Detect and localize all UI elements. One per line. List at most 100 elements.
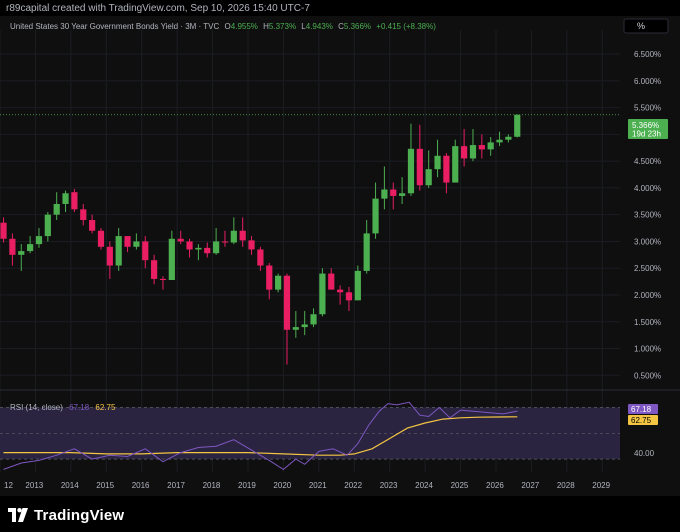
time-tick-label: 2021 (309, 481, 327, 490)
chart-panel[interactable]: 0.500% 1.000% 1.500% 2.000% 2.500% 3.000% 3.50… (0, 16, 680, 496)
attribution-text: r89capital created with TradingView.com,… (6, 3, 310, 14)
candle-body (461, 146, 468, 159)
candle-body (71, 192, 78, 210)
last-price-badge (628, 119, 668, 139)
time-tick-label: 2022 (344, 481, 362, 490)
legend-high: 5.373% (269, 22, 296, 31)
rsi-value-badge (628, 404, 658, 414)
candle-body (62, 193, 69, 204)
bar-countdown: 19d 23h (632, 130, 661, 139)
candle-body (186, 241, 193, 250)
rsi-title: RSI (14, close) (10, 403, 63, 412)
brand-name: TradingView (34, 506, 125, 524)
footer: TradingView (0, 496, 680, 532)
candle-body (363, 233, 370, 271)
candle-body (399, 193, 406, 196)
candle-body (266, 265, 273, 290)
price-tick-label: 1.000% (634, 345, 661, 354)
legend-low-label: L (301, 22, 306, 31)
time-tick-label: 2026 (486, 481, 504, 490)
time-tick-label: 2029 (592, 481, 610, 490)
brand-logo[interactable]: TradingView (8, 504, 124, 526)
candle-body (478, 145, 485, 150)
legend-high-label: H (263, 22, 269, 31)
time-tick-label: 2027 (521, 481, 539, 490)
price-tick-label: 0.500% (634, 371, 661, 380)
candle-body (257, 249, 264, 266)
time-tick-label: 2028 (557, 481, 575, 490)
candle-body (381, 189, 388, 199)
candle-body (487, 142, 494, 150)
rsi-value-badge-text: 67.18 (631, 405, 652, 414)
legend-change: +0.415 (+8.38%) (376, 22, 436, 31)
candle-body (239, 230, 246, 241)
chart-canvas[interactable]: 0.500% 1.000% 1.500% 2.000% 2.500% 3.000% 3.50… (0, 16, 680, 496)
time-tick-label: 2019 (238, 481, 256, 490)
price-tick-label: 4.500% (634, 157, 661, 166)
candle-body (354, 270, 361, 301)
candle-body (80, 209, 87, 221)
candle-body (505, 136, 512, 140)
candle-body (248, 240, 255, 250)
percent-scale-button[interactable] (623, 18, 669, 34)
price-tick-label: 6.500% (634, 50, 661, 59)
time-tick-label: 2014 (61, 481, 79, 490)
rsi-ma-line (3, 416, 518, 456)
candle-body (106, 246, 113, 266)
rsi-layer (0, 401, 620, 471)
price-tick-label: 2.500% (634, 264, 661, 273)
candle-body (390, 189, 397, 196)
rsi-legend: RSI (14, close) 67.18 62.75 (10, 403, 116, 412)
attribution-header: r89capital created with TradingView.com,… (0, 0, 680, 16)
candle-body (416, 148, 423, 186)
candle-body (151, 260, 158, 279)
candle-body (425, 169, 432, 186)
legend-open-label: O (225, 22, 231, 31)
candle-body (213, 241, 220, 254)
candle-layer (0, 114, 521, 365)
candle-body (168, 238, 175, 280)
candle-body (230, 230, 237, 243)
candle-body (328, 273, 335, 290)
candle-body (345, 292, 353, 301)
last-price-value: 5.366% (632, 121, 659, 130)
time-tick-label: 2013 (25, 481, 43, 490)
percent-scale-label: % (637, 21, 645, 31)
candle-body (195, 247, 202, 250)
candle-body (9, 238, 16, 255)
candle-body (177, 238, 184, 242)
candle-body (124, 236, 131, 247)
rsi-level-label: 40.00 (634, 449, 655, 458)
price-tick-label: 3.500% (634, 211, 661, 220)
legend-symbol: United States 30 Year Government Bonds Y… (10, 22, 436, 31)
candle-body (301, 324, 308, 328)
price-tick-label: 2.000% (634, 291, 661, 300)
candle-body (319, 273, 326, 315)
candle-body (97, 230, 105, 247)
price-tick-label: 1.500% (634, 318, 661, 327)
candle-body (27, 244, 34, 252)
candle-body (283, 275, 291, 330)
candle-body (133, 241, 140, 247)
candle-body (0, 222, 7, 239)
price-tick-label: 6.000% (634, 77, 661, 86)
tradingview-logo-icon (8, 508, 28, 522)
candle-body (159, 278, 167, 280)
candle-body (18, 251, 25, 255)
candle-body (53, 203, 60, 215)
time-tick-label: 2018 (203, 481, 221, 490)
price-tick-label: 4.000% (634, 184, 661, 193)
price-tick-label: 3.000% (634, 237, 661, 246)
time-tick-label: 2025 (451, 481, 469, 490)
candle-body (407, 148, 415, 194)
rsi-line (3, 401, 518, 471)
candle-body (434, 155, 441, 170)
grid-layer (0, 30, 620, 472)
rsi-legend-value: 67.18 (69, 403, 90, 412)
legend-close: 5.366% (344, 22, 371, 31)
candle-body (514, 114, 521, 137)
legend-close-label: C (338, 22, 344, 31)
time-tick-label: 2017 (167, 481, 185, 490)
rsi-ma-badge-text: 62.75 (631, 416, 652, 425)
time-tick-label: 2023 (380, 481, 398, 490)
